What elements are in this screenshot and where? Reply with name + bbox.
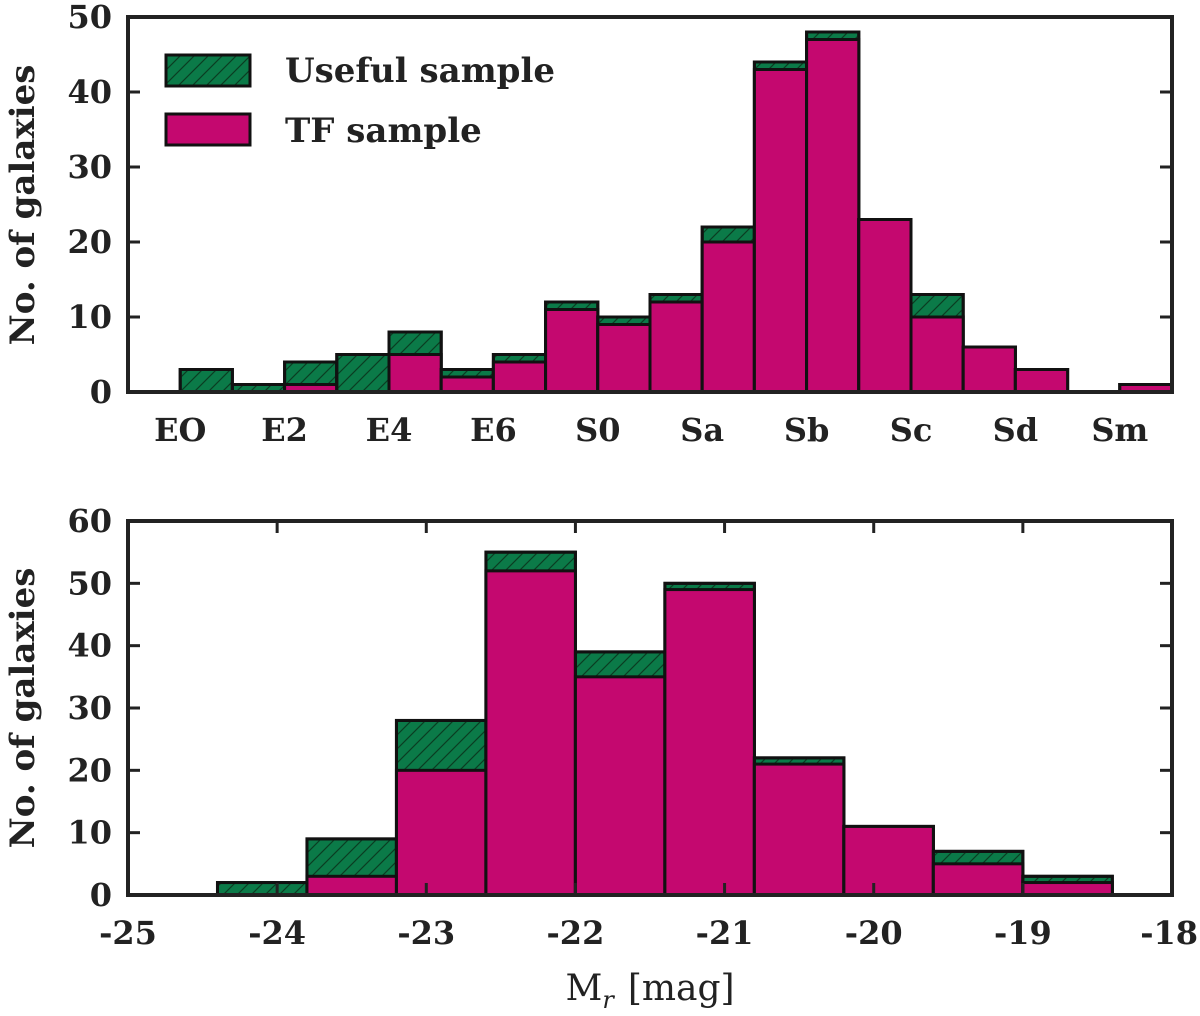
top-useful-bar-hatch-4 bbox=[335, 353, 391, 394]
top-tf-bar-12 bbox=[752, 68, 809, 394]
top-panel: 0 10 20 30 40 50 EO E2 E4 E6 S0 Sa Sb Sc Sd Sm No. of g… bbox=[3, 0, 1174, 449]
top-tf-bar-15 bbox=[909, 315, 965, 394]
bottom-axis-ticks: 0 10 20 30 40 50 60 -25 -24 -23 -22 -21 -20 -19 -18 bbox=[67, 502, 1198, 952]
top-xtick-label-5: Sa bbox=[680, 411, 724, 449]
top-xtick-label-2: E4 bbox=[366, 411, 413, 449]
top-xtick-label-0: EO bbox=[154, 411, 206, 449]
bottom-histogram-bars bbox=[215, 550, 1114, 897]
bottom-tf-bar-6 bbox=[663, 588, 756, 897]
bottom-x-axis-title: Mr [mag] bbox=[565, 968, 734, 1014]
bottom-ytick-label-40: 40 bbox=[67, 627, 112, 665]
top-tf-bar-17 bbox=[1013, 368, 1070, 394]
x-axis-title-subscript: r bbox=[602, 986, 615, 1014]
bottom-tf-bar-9 bbox=[931, 862, 1025, 897]
bottom-ytick-label-20: 20 bbox=[67, 751, 112, 789]
bottom-panel: 0 10 20 30 40 50 60 -25 -24 -23 -22 -21 -20 -19 -18 No… bbox=[3, 502, 1198, 1014]
top-tf-bar-11 bbox=[700, 240, 756, 394]
bottom-xtick-label-6: -19 bbox=[994, 914, 1052, 952]
legend-swatch-tf bbox=[164, 112, 252, 147]
x-axis-title-symbol: M bbox=[565, 968, 602, 1009]
top-xtick-label-3: E6 bbox=[470, 411, 517, 449]
bottom-tf-bar-3 bbox=[394, 768, 488, 897]
bottom-ytick-label-60: 60 bbox=[67, 502, 112, 540]
top-xtick-label-6: Sb bbox=[784, 411, 829, 449]
bottom-xtick-label-4: -21 bbox=[696, 914, 754, 952]
bottom-y-axis-title: No. of galaxies bbox=[3, 568, 43, 849]
legend-label-tf: TF sample bbox=[285, 111, 482, 151]
top-ytick-label-20: 20 bbox=[67, 223, 112, 261]
top-ytick-label-0: 0 bbox=[90, 373, 112, 411]
top-tf-bar-9 bbox=[596, 323, 652, 394]
top-xtick-label-8: Sd bbox=[993, 411, 1038, 449]
top-ytick-label-50: 50 bbox=[67, 0, 112, 36]
top-tf-bar-14 bbox=[857, 218, 913, 394]
bottom-xtick-label-0: -25 bbox=[99, 914, 157, 952]
top-xtick-label-1: E2 bbox=[261, 411, 308, 449]
top-ytick-label-40: 40 bbox=[67, 73, 112, 111]
top-useful-bar-hatch-1 bbox=[178, 368, 234, 394]
bottom-xtick-label-3: -22 bbox=[547, 914, 605, 952]
bottom-tf-bar-8 bbox=[842, 824, 935, 897]
top-tf-bar-5 bbox=[387, 353, 443, 394]
x-axis-title-unit: [mag] bbox=[628, 968, 735, 1009]
legend-swatch-useful-hatch bbox=[164, 53, 252, 88]
bottom-xtick-label-7: -18 bbox=[1140, 914, 1198, 952]
bottom-ytick-label-30: 30 bbox=[67, 689, 112, 727]
bottom-tf-bar-7 bbox=[752, 762, 846, 897]
top-tf-bar-8 bbox=[544, 308, 600, 394]
top-tf-bar-13 bbox=[805, 38, 861, 394]
legend: Useful sample TF sample bbox=[164, 51, 555, 151]
bottom-ytick-label-0: 0 bbox=[90, 876, 112, 914]
top-ytick-label-10: 10 bbox=[67, 298, 112, 336]
top-y-axis-title: No. of galaxies bbox=[3, 65, 43, 346]
top-axis-ticks: 0 10 20 30 40 50 EO E2 E4 E6 S0 Sa Sb Sc Sd Sm bbox=[67, 0, 1172, 449]
top-tf-bar-6 bbox=[439, 375, 495, 394]
bottom-ytick-label-10: 10 bbox=[67, 814, 112, 852]
top-xtick-label-7: Sc bbox=[890, 411, 933, 449]
top-tf-bar-7 bbox=[491, 360, 548, 394]
legend-label-useful: Useful sample bbox=[285, 51, 555, 91]
top-ytick-label-30: 30 bbox=[67, 148, 112, 186]
bottom-tf-bar-2 bbox=[305, 874, 398, 897]
top-tf-bar-10 bbox=[648, 300, 704, 394]
top-histogram-bars bbox=[178, 30, 1174, 394]
top-plot-frame bbox=[126, 15, 1174, 394]
bottom-xtick-label-2: -23 bbox=[397, 914, 455, 952]
top-xtick-label-4: S0 bbox=[575, 411, 620, 449]
bottom-tf-bar-4 bbox=[484, 569, 577, 897]
top-xtick-label-9: Sm bbox=[1091, 411, 1148, 449]
bottom-ytick-label-50: 50 bbox=[67, 564, 112, 602]
bottom-tf-bar-5 bbox=[573, 675, 667, 897]
bottom-xtick-label-5: -20 bbox=[845, 914, 903, 952]
bottom-xtick-label-1: -24 bbox=[248, 914, 306, 952]
top-tf-bar-16 bbox=[961, 345, 1017, 394]
